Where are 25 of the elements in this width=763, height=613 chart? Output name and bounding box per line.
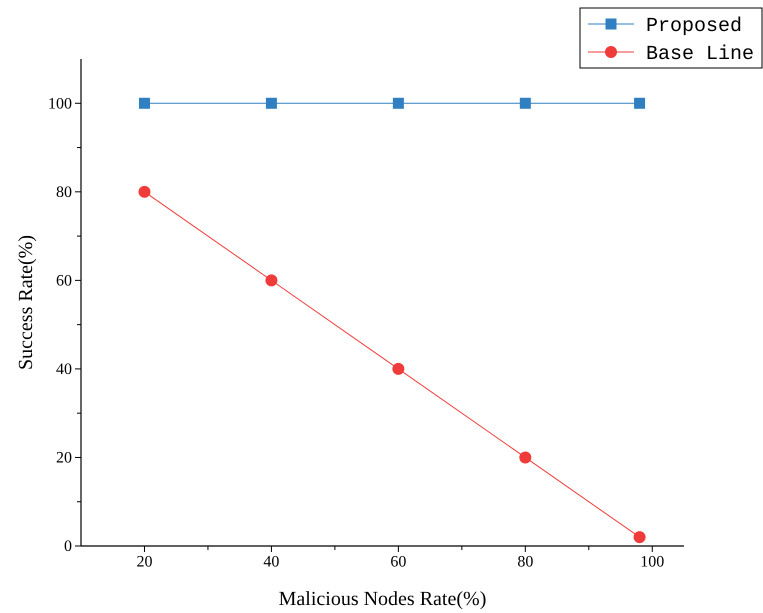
- y-tick-label: 80: [56, 184, 72, 201]
- x-tick-label: 20: [136, 553, 152, 570]
- point: [520, 98, 531, 109]
- point: [392, 98, 404, 109]
- point: [392, 362, 404, 375]
- point: [138, 98, 150, 109]
- point: [634, 98, 646, 109]
- y-tick-label: 60: [56, 272, 72, 290]
- y-tick-label: 0: [64, 538, 72, 556]
- x-tick-label: 60: [390, 553, 406, 570]
- y-tick-label: 100: [48, 95, 72, 112]
- y-tick-label: 20: [56, 450, 72, 467]
- y-tick-label: 40: [56, 361, 72, 378]
- point: [266, 98, 277, 109]
- y-axis-title: Success Rate(%): [15, 235, 37, 370]
- point: [265, 274, 278, 286]
- x-axis-title: Malicious Nodes Rate(%): [278, 588, 486, 610]
- x-tick-label: 100: [640, 553, 664, 570]
- x-tick-label: 80: [517, 553, 534, 570]
- x-tick-label: 40: [263, 553, 280, 570]
- point: [519, 451, 532, 464]
- point: [634, 531, 646, 544]
- point: [138, 186, 150, 198]
- legend-label: Base Line: [646, 43, 754, 66]
- legend-label: Proposed: [646, 15, 742, 38]
